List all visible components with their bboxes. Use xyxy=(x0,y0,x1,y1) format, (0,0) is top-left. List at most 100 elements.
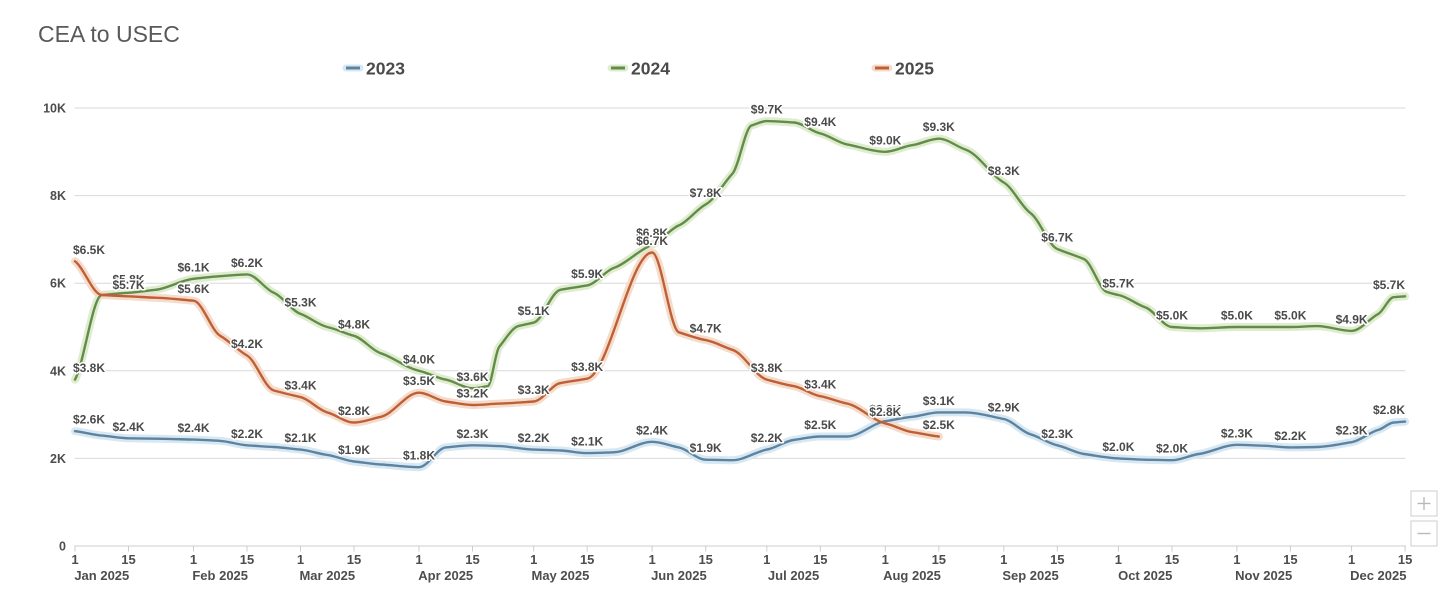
svg-text:$2.2K: $2.2K xyxy=(1274,429,1306,443)
svg-text:$2.2K: $2.2K xyxy=(231,427,263,441)
svg-text:$3.8K: $3.8K xyxy=(751,361,783,375)
svg-text:$6.8K: $6.8K xyxy=(636,226,668,240)
svg-text:Feb 2025: Feb 2025 xyxy=(192,568,248,583)
svg-text:$3.4K: $3.4K xyxy=(284,379,316,393)
svg-text:$2.2K: $2.2K xyxy=(518,431,550,445)
svg-text:2025: 2025 xyxy=(895,59,934,79)
svg-text:15: 15 xyxy=(465,552,479,567)
svg-text:$2.3K: $2.3K xyxy=(1221,426,1253,440)
svg-text:$2.3K: $2.3K xyxy=(456,427,488,441)
svg-text:$9.4K: $9.4K xyxy=(804,115,836,129)
svg-text:$2.8K: $2.8K xyxy=(869,405,901,419)
svg-text:$3.1K: $3.1K xyxy=(923,394,955,408)
svg-text:$1.9K: $1.9K xyxy=(338,443,370,457)
svg-text:$3.8K: $3.8K xyxy=(73,361,105,375)
svg-text:Sep 2025: Sep 2025 xyxy=(1002,568,1058,583)
svg-text:$4.7K: $4.7K xyxy=(690,322,722,336)
svg-text:6K: 6K xyxy=(50,277,66,291)
svg-text:$2.6K: $2.6K xyxy=(73,413,105,427)
svg-text:15: 15 xyxy=(932,552,946,567)
svg-text:1: 1 xyxy=(71,552,78,567)
svg-text:$1.9K: $1.9K xyxy=(690,441,722,455)
svg-text:$5.7K: $5.7K xyxy=(112,278,144,292)
svg-text:1: 1 xyxy=(763,552,770,567)
svg-text:1: 1 xyxy=(530,552,537,567)
svg-text:$2.3K: $2.3K xyxy=(1041,427,1073,441)
svg-text:Jul 2025: Jul 2025 xyxy=(768,568,819,583)
svg-text:Nov 2025: Nov 2025 xyxy=(1235,568,1292,583)
svg-text:$6.7K: $6.7K xyxy=(636,234,668,248)
svg-text:$2.5K: $2.5K xyxy=(923,418,955,432)
svg-text:1: 1 xyxy=(415,552,422,567)
svg-text:Mar 2025: Mar 2025 xyxy=(299,568,355,583)
svg-text:Jun 2025: Jun 2025 xyxy=(651,568,707,583)
svg-text:1: 1 xyxy=(882,552,889,567)
svg-text:$5.7K: $5.7K xyxy=(1102,277,1134,291)
svg-text:1: 1 xyxy=(190,552,197,567)
svg-text:$2.8K: $2.8K xyxy=(1373,403,1405,417)
svg-text:$5.9K: $5.9K xyxy=(571,267,603,281)
svg-text:$2.3K: $2.3K xyxy=(1336,424,1368,438)
svg-text:May 2025: May 2025 xyxy=(531,568,589,583)
svg-text:15: 15 xyxy=(1398,552,1412,567)
svg-text:$4.0K: $4.0K xyxy=(403,352,435,366)
svg-text:$4.9K: $4.9K xyxy=(1336,312,1368,326)
svg-text:Dec 2025: Dec 2025 xyxy=(1350,568,1406,583)
svg-text:$5.1K: $5.1K xyxy=(518,304,550,318)
svg-text:$2.4K: $2.4K xyxy=(636,423,668,437)
svg-text:$4.8K: $4.8K xyxy=(338,317,370,331)
svg-text:$2.1K: $2.1K xyxy=(571,435,603,449)
svg-text:$6.5K: $6.5K xyxy=(73,243,105,257)
svg-text:$5.0K: $5.0K xyxy=(1274,309,1306,323)
svg-text:Apr 2025: Apr 2025 xyxy=(418,568,473,583)
svg-text:Jan 2025: Jan 2025 xyxy=(74,568,129,583)
svg-text:$6.7K: $6.7K xyxy=(1041,231,1073,245)
svg-text:0: 0 xyxy=(59,540,66,554)
svg-text:$5.0K: $5.0K xyxy=(1221,309,1253,323)
svg-text:15: 15 xyxy=(1283,552,1297,567)
svg-text:Aug 2025: Aug 2025 xyxy=(883,568,941,583)
svg-text:$5.6K: $5.6K xyxy=(177,282,209,296)
svg-text:10K: 10K xyxy=(43,102,66,116)
svg-text:1: 1 xyxy=(1348,552,1355,567)
svg-text:$2.4K: $2.4K xyxy=(112,420,144,434)
svg-text:15: 15 xyxy=(240,552,254,567)
svg-text:$3.6K: $3.6K xyxy=(456,370,488,384)
svg-text:$3.3K: $3.3K xyxy=(518,383,550,397)
svg-text:8K: 8K xyxy=(50,189,66,203)
svg-text:1: 1 xyxy=(297,552,304,567)
svg-text:2K: 2K xyxy=(50,452,66,466)
svg-text:$2.1K: $2.1K xyxy=(284,431,316,445)
svg-text:15: 15 xyxy=(813,552,827,567)
svg-text:$5.7K: $5.7K xyxy=(1373,278,1405,292)
svg-text:$9.7K: $9.7K xyxy=(751,103,783,117)
svg-text:$6.2K: $6.2K xyxy=(231,256,263,270)
svg-text:15: 15 xyxy=(1050,552,1064,567)
svg-text:$6.1K: $6.1K xyxy=(177,260,209,274)
svg-text:$2.4K: $2.4K xyxy=(177,421,209,435)
svg-text:1: 1 xyxy=(648,552,655,567)
svg-text:4K: 4K xyxy=(50,364,66,378)
svg-text:$7.8K: $7.8K xyxy=(690,186,722,200)
svg-text:15: 15 xyxy=(1165,552,1179,567)
svg-text:$2.2K: $2.2K xyxy=(751,431,783,445)
svg-text:$2.9K: $2.9K xyxy=(988,401,1020,415)
svg-text:$3.2K: $3.2K xyxy=(456,387,488,401)
svg-text:$2.0K: $2.0K xyxy=(1102,440,1134,454)
svg-text:$9.0K: $9.0K xyxy=(869,133,901,147)
svg-text:$2.5K: $2.5K xyxy=(804,418,836,432)
svg-text:$5.8K: $5.8K xyxy=(112,272,144,286)
svg-text:2023: 2023 xyxy=(366,59,405,79)
svg-text:$3.8K: $3.8K xyxy=(571,360,603,374)
svg-text:2024: 2024 xyxy=(631,59,670,79)
svg-text:$8.3K: $8.3K xyxy=(988,164,1020,178)
svg-text:1: 1 xyxy=(1115,552,1122,567)
svg-text:$5.0K: $5.0K xyxy=(1156,309,1188,323)
svg-text:15: 15 xyxy=(347,552,361,567)
svg-text:15: 15 xyxy=(580,552,594,567)
svg-text:15: 15 xyxy=(698,552,712,567)
svg-text:$4.2K: $4.2K xyxy=(231,337,263,351)
svg-text:$1.8K: $1.8K xyxy=(403,449,435,463)
svg-text:15: 15 xyxy=(121,552,135,567)
svg-text:$5.3K: $5.3K xyxy=(284,295,316,309)
